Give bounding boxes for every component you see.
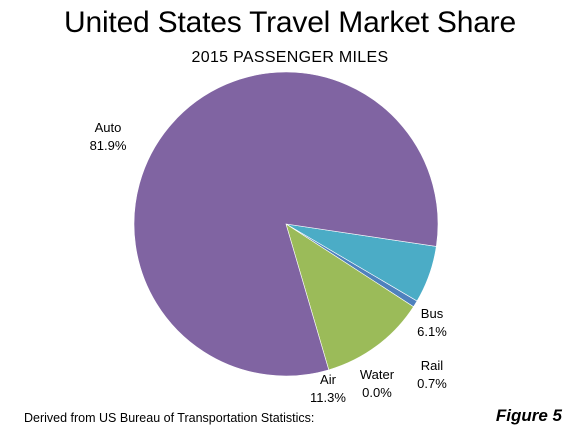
chart-subtitle: 2015 PASSENGER MILES xyxy=(191,49,389,66)
slice-value-rail: 0.7% xyxy=(417,376,447,391)
slice-label-water: Water xyxy=(360,367,395,382)
chart-title: United States Travel Market Share xyxy=(64,6,516,39)
pie-slice-air xyxy=(285,223,414,371)
pie-slices xyxy=(133,71,439,377)
figure-label: Figure 5 xyxy=(495,406,562,425)
pie-labels: Bus 6.1% Rail 0.7% Water 0.0% Air 11.3% Auto 81.9… xyxy=(90,120,448,405)
slice-label-bus: Bus xyxy=(421,306,444,321)
slice-value-auto: 81.9% xyxy=(90,138,127,153)
slice-label-air: Air xyxy=(320,372,337,387)
slice-label-auto: Auto xyxy=(95,120,122,135)
slice-value-air: 11.3% xyxy=(310,390,346,405)
source-note: Derived from US Bureau of Transportation… xyxy=(24,411,315,425)
pie-slice-auto xyxy=(133,71,439,377)
slice-value-water: 0.0% xyxy=(362,385,392,400)
slice-label-rail: Rail xyxy=(421,358,444,373)
slice-value-bus: 6.1% xyxy=(417,324,447,339)
